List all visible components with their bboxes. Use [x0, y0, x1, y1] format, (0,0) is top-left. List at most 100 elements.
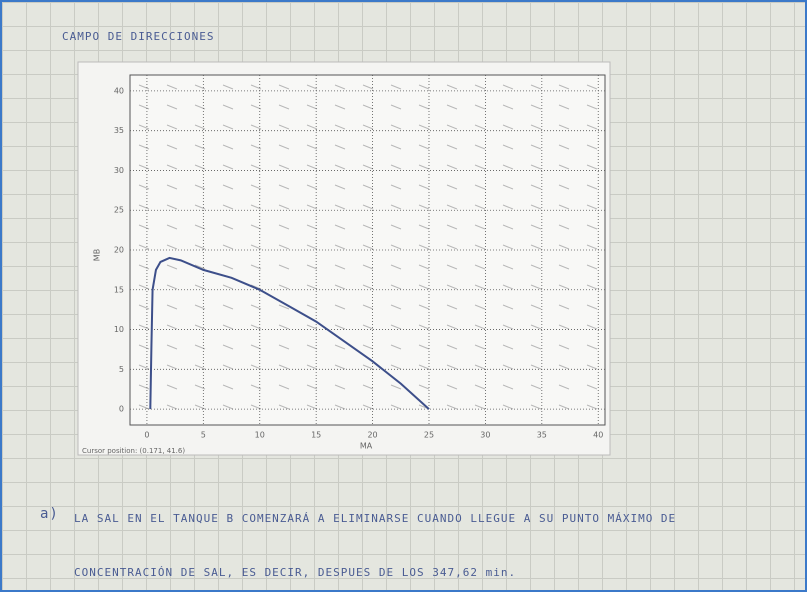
direction-arrow — [502, 304, 514, 310]
y-axis-label: MB — [93, 249, 102, 261]
direction-arrow — [474, 224, 486, 230]
direction-arrow — [278, 104, 290, 110]
direction-arrow — [474, 404, 486, 410]
direction-arrow — [586, 184, 598, 190]
direction-arrow — [250, 124, 262, 130]
direction-arrow — [530, 364, 542, 370]
direction-arrow — [390, 284, 402, 290]
direction-arrow — [586, 84, 598, 90]
direction-arrow — [306, 184, 318, 190]
direction-arrow — [530, 304, 542, 310]
direction-arrow — [278, 204, 290, 210]
direction-arrow — [418, 384, 430, 390]
direction-arrow — [586, 384, 598, 390]
direction-arrow — [362, 124, 374, 130]
direction-arrow — [138, 284, 150, 290]
y-tick-label: 20 — [114, 246, 124, 255]
direction-arrow — [222, 104, 234, 110]
x-tick-label: 10 — [255, 431, 265, 440]
direction-arrow — [250, 264, 262, 270]
y-tick-label: 30 — [114, 166, 124, 175]
direction-arrow — [194, 364, 206, 370]
direction-arrow — [250, 384, 262, 390]
direction-arrow — [278, 264, 290, 270]
direction-arrow — [278, 304, 290, 310]
direction-arrow — [222, 224, 234, 230]
direction-arrow — [166, 144, 178, 150]
direction-arrow — [278, 184, 290, 190]
direction-arrow — [222, 184, 234, 190]
direction-arrow — [194, 304, 206, 310]
direction-arrow — [418, 364, 430, 370]
direction-arrow — [306, 104, 318, 110]
direction-arrow — [138, 164, 150, 170]
direction-arrow — [558, 184, 570, 190]
direction-arrow — [474, 84, 486, 90]
direction-arrow — [418, 344, 430, 350]
direction-arrow — [362, 364, 374, 370]
direction-arrow — [446, 384, 458, 390]
direction-arrow — [558, 84, 570, 90]
direction-arrow — [334, 104, 346, 110]
direction-arrow — [138, 184, 150, 190]
direction-arrow — [306, 284, 318, 290]
direction-arrow — [222, 164, 234, 170]
direction-arrow — [530, 344, 542, 350]
direction-arrow — [306, 84, 318, 90]
direction-arrow — [502, 324, 514, 330]
direction-arrow — [418, 144, 430, 150]
direction-arrow — [250, 184, 262, 190]
direction-arrow — [222, 244, 234, 250]
direction-arrow — [222, 324, 234, 330]
direction-arrow — [530, 184, 542, 190]
direction-arrow — [334, 264, 346, 270]
direction-arrow — [446, 284, 458, 290]
direction-arrow — [474, 264, 486, 270]
answer-line: CONCENTRACIÓN DE SAL, ES DECIR, DESPUES … — [74, 566, 516, 579]
direction-arrow — [194, 384, 206, 390]
direction-arrow — [474, 284, 486, 290]
direction-arrow — [306, 324, 318, 330]
direction-arrow — [334, 304, 346, 310]
direction-arrow — [390, 384, 402, 390]
direction-arrow — [558, 164, 570, 170]
direction-arrow — [390, 84, 402, 90]
direction-arrow — [530, 384, 542, 390]
direction-arrow — [558, 344, 570, 350]
direction-arrow — [446, 404, 458, 410]
direction-arrow — [250, 244, 262, 250]
direction-arrow — [222, 204, 234, 210]
direction-arrow — [390, 204, 402, 210]
direction-arrow — [194, 264, 206, 270]
direction-arrow — [390, 164, 402, 170]
direction-arrow — [474, 344, 486, 350]
direction-arrow — [362, 164, 374, 170]
x-tick-label: 40 — [593, 431, 603, 440]
direction-arrow — [334, 124, 346, 130]
x-tick-label: 5 — [201, 431, 206, 440]
direction-arrow — [138, 124, 150, 130]
direction-arrow — [250, 404, 262, 410]
direction-arrow — [250, 224, 262, 230]
direction-arrow — [306, 404, 318, 410]
direction-arrow — [362, 264, 374, 270]
direction-arrow — [474, 184, 486, 190]
direction-arrow — [166, 164, 178, 170]
direction-arrow — [250, 84, 262, 90]
direction-arrow — [334, 244, 346, 250]
direction-arrow — [194, 124, 206, 130]
direction-arrow — [502, 164, 514, 170]
direction-arrow — [502, 404, 514, 410]
direction-arrow — [222, 124, 234, 130]
direction-arrow — [390, 124, 402, 130]
direction-arrow — [334, 84, 346, 90]
direction-arrow — [194, 324, 206, 330]
direction-arrow — [446, 164, 458, 170]
direction-arrow — [334, 284, 346, 290]
direction-arrow — [166, 204, 178, 210]
direction-arrow — [502, 204, 514, 210]
direction-arrow — [586, 224, 598, 230]
direction-arrow — [558, 124, 570, 130]
direction-arrow — [446, 344, 458, 350]
